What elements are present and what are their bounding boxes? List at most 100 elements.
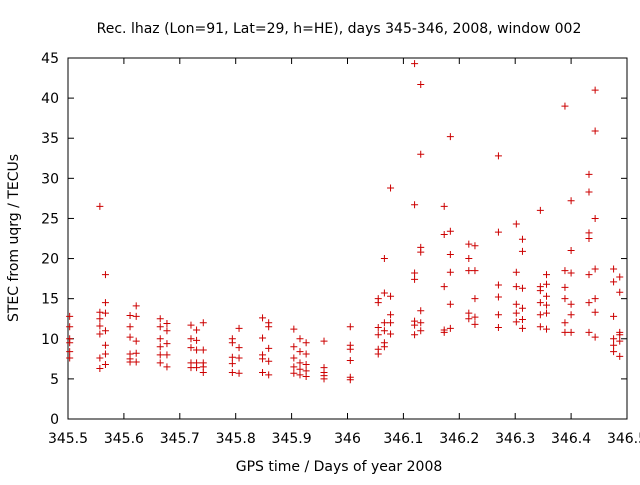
- data-point: [494, 293, 502, 301]
- data-point: [132, 337, 140, 345]
- data-point: [101, 341, 109, 349]
- data-point: [193, 326, 201, 334]
- data-point: [259, 314, 267, 322]
- data-point: [610, 265, 618, 273]
- data-point: [126, 323, 134, 331]
- data-point: [567, 247, 575, 255]
- data-points: [66, 60, 624, 384]
- x-tick-label: 345.7: [160, 431, 200, 447]
- data-point: [156, 315, 164, 323]
- data-point: [471, 295, 479, 303]
- data-point: [387, 319, 395, 327]
- data-point: [465, 255, 473, 263]
- data-point: [235, 344, 243, 352]
- data-point: [591, 295, 599, 303]
- data-point: [471, 313, 479, 321]
- data-point: [187, 344, 195, 352]
- data-point: [132, 358, 140, 366]
- data-point: [585, 328, 593, 336]
- data-point: [591, 127, 599, 135]
- data-point: [536, 287, 544, 295]
- data-point: [610, 348, 618, 356]
- data-point: [346, 376, 354, 384]
- x-tick-label: 346.5: [607, 431, 640, 447]
- x-tick-label: 346.4: [551, 431, 591, 447]
- data-point: [96, 354, 104, 362]
- data-point: [296, 371, 304, 379]
- y-tick-label: 40: [41, 91, 59, 107]
- data-point: [132, 349, 140, 357]
- data-point: [126, 358, 134, 366]
- data-point: [228, 360, 236, 368]
- data-point: [417, 307, 425, 315]
- data-point: [411, 269, 419, 277]
- data-point: [561, 102, 569, 110]
- data-point: [265, 371, 273, 379]
- data-point: [187, 335, 195, 343]
- y-tick-label: 35: [41, 131, 59, 147]
- data-point: [302, 360, 310, 368]
- data-point: [512, 318, 520, 326]
- data-point: [101, 350, 109, 358]
- data-point: [440, 328, 448, 336]
- data-point: [518, 304, 526, 312]
- data-point: [387, 330, 395, 338]
- data-point: [512, 283, 520, 291]
- y-tick-label: 5: [50, 372, 59, 388]
- x-axis-label: GPS time / Days of year 2008: [236, 459, 443, 475]
- data-point: [512, 268, 520, 276]
- data-point: [199, 319, 207, 327]
- data-point: [411, 60, 419, 68]
- data-point: [235, 354, 243, 362]
- data-point: [536, 323, 544, 331]
- chart-title: Rec. lhaz (Lon=91, Lat=29, h=HE), days 3…: [97, 21, 582, 37]
- data-point: [440, 202, 448, 210]
- data-point: [156, 323, 164, 331]
- data-point: [387, 184, 395, 192]
- data-point: [518, 247, 526, 255]
- data-point: [610, 312, 618, 320]
- y-tick-label: 30: [41, 171, 59, 187]
- data-point: [543, 325, 551, 333]
- data-point: [259, 334, 267, 342]
- data-point: [96, 322, 104, 330]
- data-point: [163, 340, 171, 348]
- data-point: [585, 235, 593, 242]
- data-point: [440, 230, 448, 238]
- data-point: [494, 281, 502, 289]
- data-point: [290, 369, 298, 377]
- data-point: [374, 331, 382, 339]
- data-point: [302, 350, 310, 358]
- data-point: [543, 271, 551, 279]
- x-tick-label: 345.6: [104, 431, 144, 447]
- data-point: [610, 341, 618, 349]
- data-point: [616, 288, 624, 296]
- y-tick-label: 20: [41, 252, 59, 268]
- data-point: [101, 299, 109, 307]
- data-point: [163, 320, 171, 328]
- data-point: [235, 369, 243, 377]
- data-point: [567, 197, 575, 205]
- data-point: [96, 315, 104, 323]
- y-axis-label: STEC from uqrg / TECUs: [6, 154, 22, 322]
- data-point: [567, 269, 575, 277]
- data-point: [411, 321, 419, 329]
- data-point: [380, 319, 388, 327]
- data-point: [66, 348, 74, 356]
- data-point: [96, 364, 104, 372]
- data-point: [440, 283, 448, 291]
- data-point: [561, 267, 569, 275]
- data-point: [320, 337, 328, 345]
- data-point: [536, 206, 544, 214]
- x-tick-label: 345.8: [216, 431, 256, 447]
- data-point: [290, 363, 298, 371]
- data-point: [101, 327, 109, 335]
- data-point: [193, 364, 201, 372]
- data-point: [567, 311, 575, 319]
- data-point: [411, 201, 419, 209]
- data-point: [471, 242, 479, 250]
- x-tick-label: 345.9: [272, 431, 312, 447]
- data-point: [96, 202, 104, 210]
